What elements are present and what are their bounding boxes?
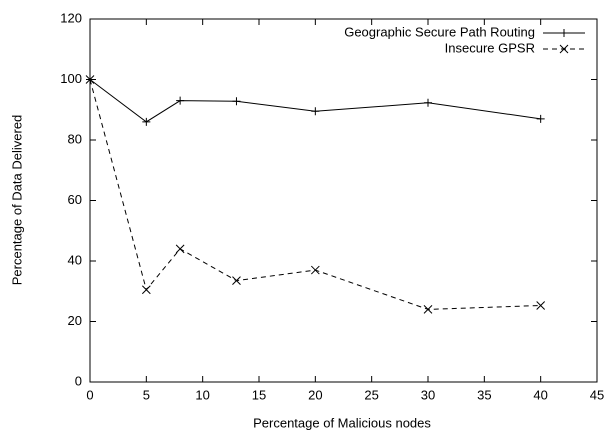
y-tick-label: 20 [68,313,82,328]
marker [423,305,433,314]
marker [424,98,432,107]
marker [141,285,151,295]
x-tick-label: 45 [590,387,604,402]
y-tick-label: 60 [68,192,82,207]
y-tick-label: 120 [60,10,82,25]
marker [142,117,151,126]
legend-label: Insecure GPSR [445,40,535,55]
x-tick-label: 20 [308,387,322,402]
plot-frame [89,18,598,383]
x-tick-label: 0 [86,387,93,402]
y-tick-label: 0 [75,373,82,388]
marker [536,114,545,123]
marker [310,265,320,275]
marker [85,75,95,84]
y-tick-label: 100 [60,71,82,86]
y-axis-label: Percentage of Data Delivered [9,115,24,286]
y-tick-label: 80 [68,131,82,146]
x-axis-label: Percentage of Malicious nodes [253,415,431,430]
marker [232,97,241,106]
x-tick-label: 25 [364,387,378,402]
marker [536,301,546,310]
x-tick-label: 10 [195,387,209,402]
marker [232,276,241,286]
x-tick-label: 30 [421,387,435,402]
x-tick-label: 35 [477,387,491,402]
legend-label: Geographic Secure Path Routing [344,24,535,39]
x-tick-label: 15 [252,387,266,402]
x-tick-label: 5 [143,387,150,402]
marker [176,96,185,105]
marker [311,107,320,116]
marker [175,244,185,254]
y-tick-label: 40 [68,252,82,267]
marker [559,44,569,54]
marker [560,29,568,37]
series-line [89,79,541,123]
x-tick-label: 40 [533,387,547,402]
